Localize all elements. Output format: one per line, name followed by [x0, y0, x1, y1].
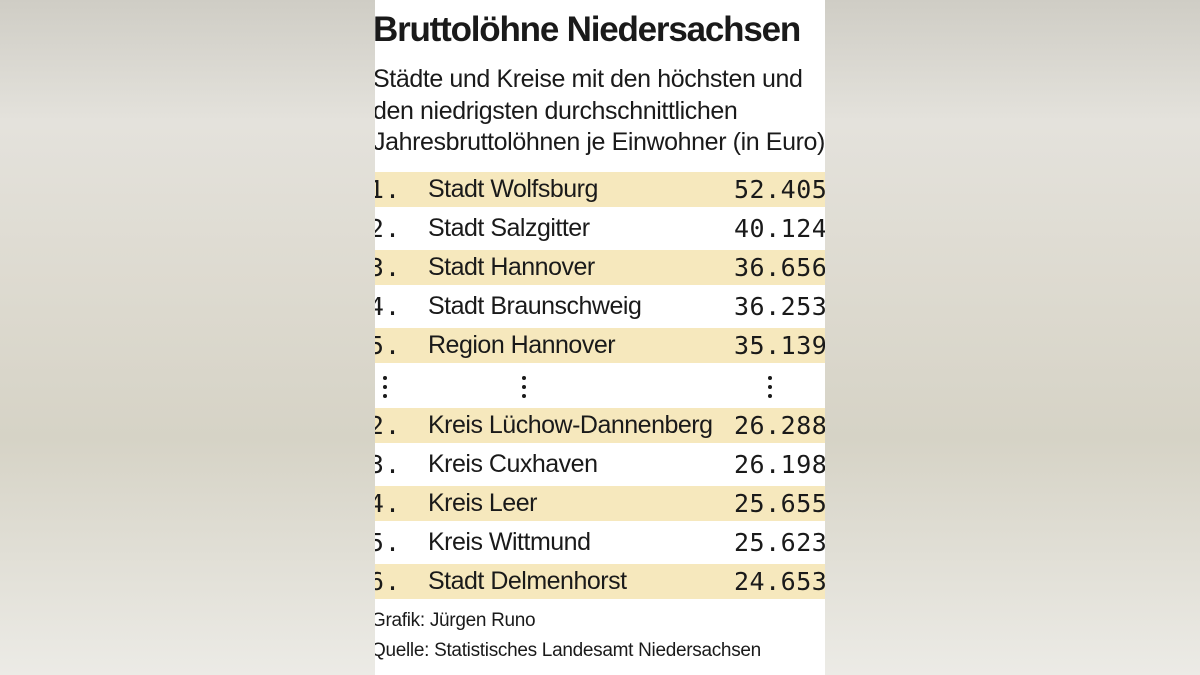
name-ellipsis — [522, 372, 526, 402]
name-cell: Region Hannover — [428, 331, 616, 359]
value-cell: 36.656 — [734, 253, 825, 282]
rank-cell: 43. — [375, 450, 401, 479]
value-cell: 35.139 — [734, 331, 825, 360]
subtitle-line: den niedrigsten durchschnittlichen — [375, 96, 738, 125]
table-row: 2. Stadt Salzgitter 40.124 — [375, 211, 825, 246]
value-cell: 25.623 — [734, 528, 825, 557]
blurred-backdrop-left — [0, 0, 375, 675]
rank-cell: 1. — [375, 175, 401, 204]
data-source: Quelle: Statistisches Landesamt Niedersa… — [375, 640, 761, 661]
credits: Grafik: Jürgen Runo Quelle: Statistische… — [375, 606, 761, 666]
table-row: 3. Stadt Hannover 36.656 — [375, 250, 825, 285]
ellipsis-row — [375, 367, 825, 407]
chart-subtitle: Städte und Kreise mit den höchsten und d… — [375, 64, 825, 159]
name-cell: Stadt Delmenhorst — [428, 567, 627, 595]
rank-cell: 5. — [375, 331, 401, 360]
table-row: 5. Region Hannover 35.139 — [375, 328, 825, 363]
value-cell: 25.655 — [734, 489, 825, 518]
table-row: 46. Stadt Delmenhorst 24.653 — [375, 564, 825, 599]
value-cell: 52.405 — [734, 175, 825, 204]
rank-cell: 46. — [375, 567, 401, 596]
table-row: 4. Stadt Braunschweig 36.253 — [375, 289, 825, 324]
chart-title: Bruttolöhne Niedersachsen — [375, 10, 801, 49]
table-row: 45. Kreis Wittmund 25.623 — [375, 525, 825, 560]
value-cell: 26.198 — [734, 450, 825, 479]
table-row: 42. Kreis Lüchow-Dannenberg 26.288 — [375, 408, 825, 443]
value-ellipsis — [768, 372, 772, 402]
name-cell: Kreis Cuxhaven — [428, 450, 598, 478]
rank-cell: 45. — [375, 528, 401, 557]
rank-cell: 44. — [375, 489, 401, 518]
name-cell: Stadt Braunschweig — [428, 292, 642, 320]
blurred-backdrop-right — [825, 0, 1200, 675]
name-cell: Kreis Lüchow-Dannenberg — [428, 411, 713, 439]
infographic-panel: Bruttolöhne Niedersachsen Städte und Kre… — [375, 0, 825, 675]
name-cell: Stadt Salzgitter — [428, 214, 590, 242]
name-cell: Stadt Hannover — [428, 253, 595, 281]
subtitle-line: Jahresbruttolöhnen je Einwohner (in Euro… — [375, 128, 825, 156]
table-row: 43. Kreis Cuxhaven 26.198 — [375, 447, 825, 482]
rank-cell: 3. — [375, 253, 401, 282]
rank-cell: 4. — [375, 292, 401, 321]
name-cell: Kreis Leer — [428, 489, 537, 517]
value-cell: 26.288 — [734, 411, 825, 440]
name-cell: Stadt Wolfsburg — [428, 175, 598, 203]
name-cell: Kreis Wittmund — [428, 528, 591, 556]
table-row: 1. Stadt Wolfsburg 52.405 — [375, 172, 825, 207]
value-cell: 40.124 — [734, 214, 825, 243]
rank-cell: 2. — [375, 214, 401, 243]
graphic-credit: Grafik: Jürgen Runo — [375, 610, 536, 631]
table-row: 44. Kreis Leer 25.655 — [375, 486, 825, 521]
value-cell: 24.653 — [734, 567, 825, 596]
rank-cell: 42. — [375, 411, 401, 440]
rank-ellipsis — [383, 372, 387, 402]
value-cell: 36.253 — [734, 292, 825, 321]
subtitle-line: Städte und Kreise mit den höchsten und — [375, 65, 803, 93]
